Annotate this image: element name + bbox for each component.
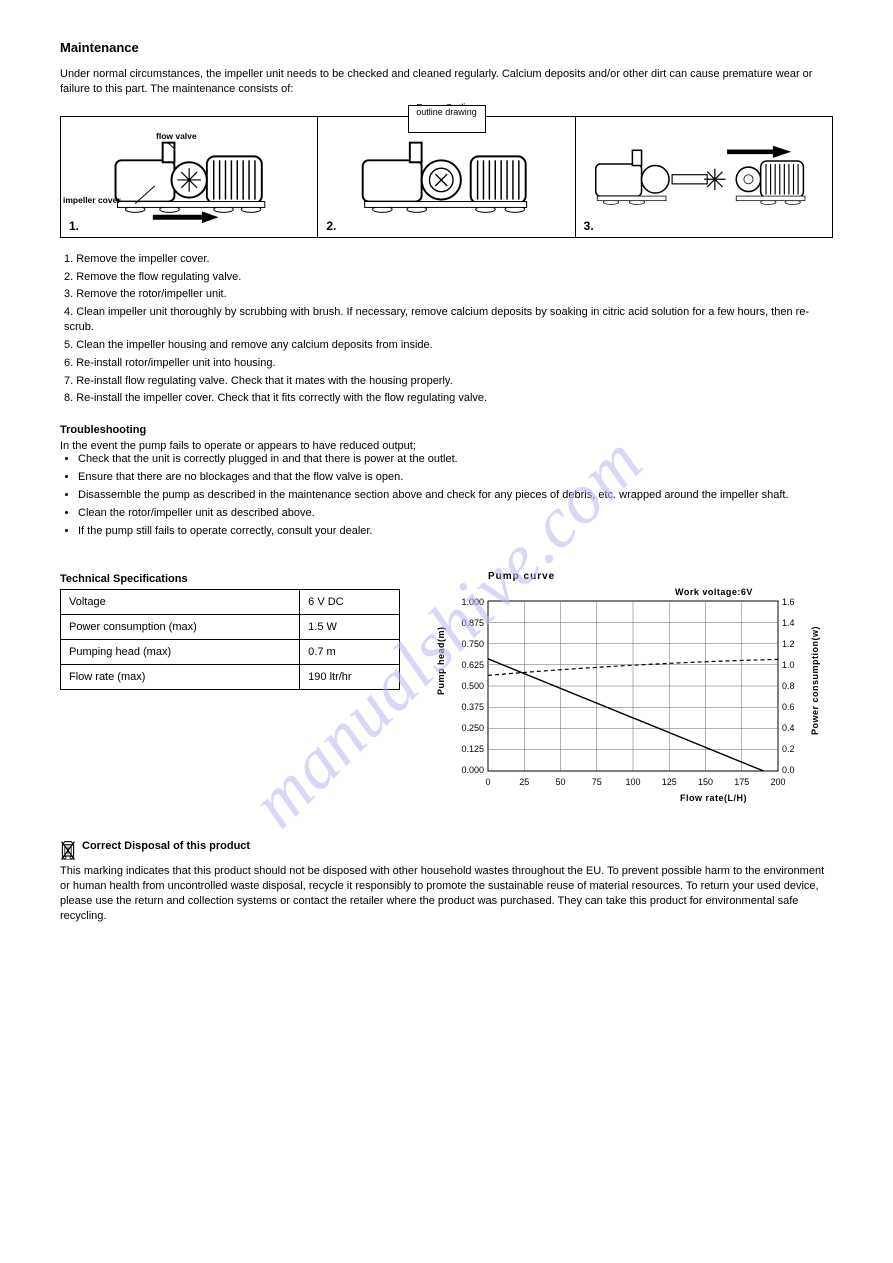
svg-text:100: 100 (625, 777, 640, 787)
svg-text:0.875: 0.875 (461, 618, 484, 628)
svg-text:125: 125 (662, 777, 677, 787)
outline-panel-1: flow valve impeller cover (61, 117, 318, 237)
svg-text:0.125: 0.125 (461, 744, 484, 754)
svg-text:0.6: 0.6 (782, 702, 795, 712)
svg-text:1.000: 1.000 (461, 597, 484, 607)
disposal-body: This marking indicates that this product… (60, 864, 833, 923)
svg-text:1.6: 1.6 (782, 597, 795, 607)
outline-panel-3: 3. (576, 117, 832, 237)
trouble-item-1: Check that the unit is correctly plugged… (78, 452, 833, 467)
label-impeller-cover: impeller cover (63, 195, 121, 205)
step-8: 8. Re-install the impeller cover. Check … (64, 391, 833, 406)
spec-label: Power consumption (max) (61, 614, 300, 639)
outline-figure: outline drawing flow valve impeller cove… (60, 116, 833, 238)
trouble-item-2: Ensure that there are no blockages and t… (78, 470, 833, 485)
svg-text:150: 150 (698, 777, 713, 787)
svg-text:50: 50 (555, 777, 565, 787)
trouble-item-4: Clean the rotor/impeller unit as describ… (78, 506, 833, 521)
svg-text:0.0: 0.0 (782, 765, 795, 775)
step-5: 5. Clean the impeller housing and remove… (64, 338, 833, 353)
table-row: Flow rate (max)190 ltr/hr (61, 664, 400, 689)
svg-text:1.2: 1.2 (782, 639, 795, 649)
disposal-title: Correct Disposal of this product (82, 840, 250, 852)
chart-xlabel: Flow rate(L/H) (680, 793, 747, 803)
step-4: 4. Clean impeller unit thoroughly by scr… (64, 305, 833, 335)
svg-text:0.000: 0.000 (461, 765, 484, 775)
svg-text:25: 25 (519, 777, 529, 787)
disposal-header: Correct Disposal of this product (60, 840, 833, 861)
svg-text:0.375: 0.375 (461, 702, 484, 712)
svg-text:0.8: 0.8 (782, 681, 795, 691)
step-7: 7. Re-install flow regulating valve. Che… (64, 374, 833, 389)
svg-text:0.4: 0.4 (782, 723, 795, 733)
spec-value: 1.5 W (300, 614, 400, 639)
table-row: Voltage6 V DC (61, 589, 400, 614)
tech-section: Technical Specifications Voltage6 V DC P… (60, 565, 833, 818)
maintenance-steps: 1. Remove the impeller cover. 2. Remove … (64, 252, 833, 407)
outline-panel-2: 2. (318, 117, 575, 237)
table-row: Power consumption (max)1.5 W (61, 614, 400, 639)
panel-2-num: 2. (326, 219, 336, 233)
svg-text:0.750: 0.750 (461, 639, 484, 649)
svg-text:1.0: 1.0 (782, 660, 795, 670)
pump-diagram-3 (582, 123, 826, 231)
spec-value: 6 V DC (300, 589, 400, 614)
chart-ylabel-left: Pump head(m) (436, 626, 446, 695)
panel-1-num: 1. (69, 219, 79, 233)
doc-title: Maintenance (60, 40, 833, 55)
trouble-item-5: If the pump still fails to operate corre… (78, 524, 833, 539)
chart-title: Pump curve (488, 571, 555, 582)
spec-label: Voltage (61, 589, 300, 614)
spec-label: Flow rate (max) (61, 664, 300, 689)
tech-table: Voltage6 V DC Power consumption (max)1.5… (60, 589, 400, 690)
troubleshoot-intro: In the event the pump fails to operate o… (60, 440, 833, 452)
svg-text:200: 200 (770, 777, 785, 787)
tech-title: Technical Specifications (60, 573, 400, 585)
panel-3-num: 3. (584, 219, 594, 233)
table-row: Pumping head (max)0.7 m (61, 639, 400, 664)
weee-bin-icon (60, 840, 76, 861)
chart-subtitle: Work voltage:6V (675, 587, 753, 597)
spec-label: Pumping head (max) (61, 639, 300, 664)
pump-curve-chart: Pump curve Work voltage:6V (430, 565, 830, 815)
label-flow-valve: flow valve (156, 131, 197, 141)
step-1: 1. Remove the impeller cover. (64, 252, 833, 267)
trouble-item-3: Disassemble the pump as described in the… (78, 488, 833, 503)
svg-text:0.500: 0.500 (461, 681, 484, 691)
pump-diagram-2 (324, 123, 568, 231)
svg-text:75: 75 (592, 777, 602, 787)
svg-text:0.625: 0.625 (461, 660, 484, 670)
svg-text:0.250: 0.250 (461, 723, 484, 733)
intro-paragraph: Under normal circumstances, the impeller… (60, 67, 833, 97)
spec-value: 0.7 m (300, 639, 400, 664)
svg-text:1.4: 1.4 (782, 618, 795, 628)
step-3: 3. Remove the rotor/impeller unit. (64, 287, 833, 302)
spec-value: 190 ltr/hr (300, 664, 400, 689)
step-6: 6. Re-install rotor/impeller unit into h… (64, 356, 833, 371)
svg-text:175: 175 (734, 777, 749, 787)
svg-text:0.2: 0.2 (782, 744, 795, 754)
troubleshoot-list: Check that the unit is correctly plugged… (78, 452, 833, 538)
chart-ylabel-right: Power consumption(w) (810, 626, 820, 735)
troubleshoot-title: Troubleshooting (60, 424, 833, 436)
svg-text:0: 0 (485, 777, 490, 787)
step-2: 2. Remove the flow regulating valve. (64, 270, 833, 285)
